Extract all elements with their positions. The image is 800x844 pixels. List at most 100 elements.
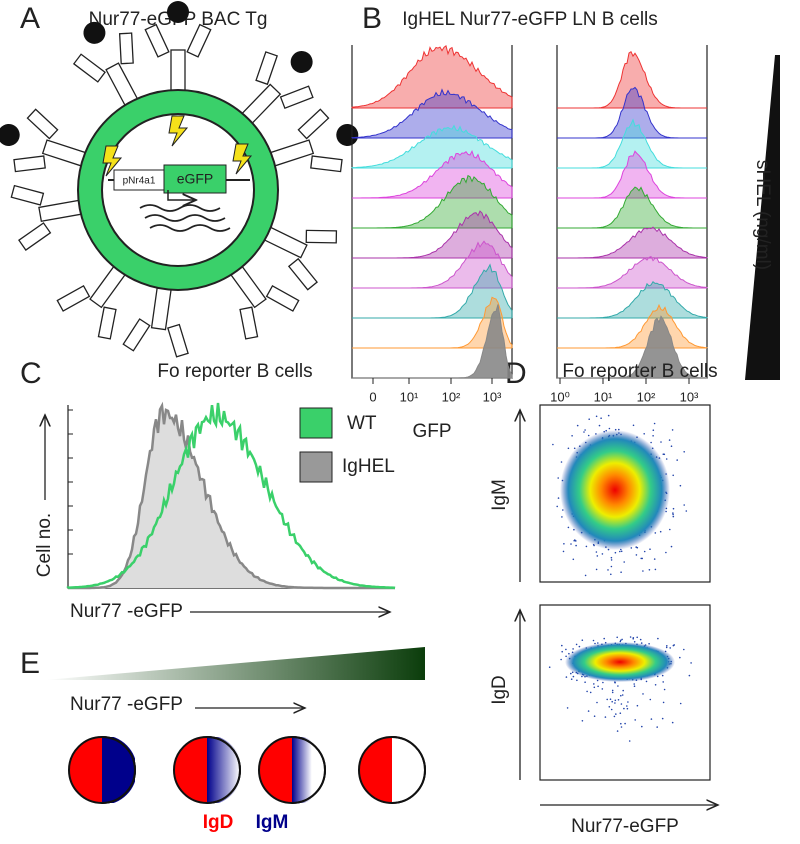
arm xyxy=(10,184,45,206)
mask xyxy=(207,735,243,805)
receptor xyxy=(72,21,140,108)
event xyxy=(663,688,666,691)
event xyxy=(584,681,586,683)
event xyxy=(660,441,662,443)
hist xyxy=(352,149,513,199)
label: B xyxy=(362,2,382,35)
event xyxy=(610,556,613,559)
event xyxy=(632,424,635,427)
arm xyxy=(72,53,106,83)
mrna xyxy=(139,204,221,212)
label: eGFP xyxy=(177,171,214,187)
arm xyxy=(144,23,170,58)
label: Cell no. xyxy=(34,513,55,577)
igd-half xyxy=(174,737,207,803)
event xyxy=(620,571,622,573)
mask xyxy=(102,735,138,805)
event xyxy=(679,656,681,659)
event xyxy=(587,710,590,712)
receptor xyxy=(10,184,84,251)
event xyxy=(575,643,578,646)
event xyxy=(662,453,665,456)
event xyxy=(620,639,622,642)
antigen xyxy=(167,1,189,23)
event xyxy=(641,557,643,560)
event xyxy=(616,636,618,639)
event xyxy=(628,740,631,742)
label: 10³ xyxy=(680,389,699,404)
event xyxy=(654,532,657,534)
arm xyxy=(18,222,52,251)
event xyxy=(593,686,596,689)
event xyxy=(570,678,573,680)
event xyxy=(592,639,595,642)
label: 0 xyxy=(369,389,376,404)
arm xyxy=(26,108,59,140)
event xyxy=(656,726,658,728)
event xyxy=(669,528,671,531)
event xyxy=(643,550,646,553)
event xyxy=(607,414,610,417)
bolt xyxy=(232,143,253,175)
event xyxy=(610,573,612,576)
arm xyxy=(239,306,259,340)
label: IgM xyxy=(489,479,510,511)
event xyxy=(672,644,675,647)
receptor xyxy=(268,108,359,173)
event xyxy=(584,574,587,577)
event xyxy=(635,546,637,548)
arm xyxy=(13,155,46,173)
event xyxy=(671,429,674,431)
hist xyxy=(557,118,707,169)
label: 10¹ xyxy=(400,389,419,404)
event xyxy=(621,638,623,641)
event xyxy=(563,543,565,545)
hist xyxy=(352,304,513,379)
event xyxy=(594,642,596,645)
event xyxy=(619,712,622,714)
event xyxy=(650,718,653,720)
event xyxy=(602,681,604,684)
event xyxy=(653,422,656,425)
stem xyxy=(38,199,84,222)
gradient-wedge xyxy=(745,55,780,380)
event xyxy=(598,424,601,427)
event xyxy=(603,637,605,640)
event xyxy=(662,681,664,683)
label: Nur77 -eGFP xyxy=(70,694,183,715)
event xyxy=(561,650,563,653)
event xyxy=(573,447,576,450)
arm xyxy=(56,285,91,312)
arm xyxy=(255,51,279,86)
mask xyxy=(292,735,328,805)
event xyxy=(595,568,598,571)
bolt xyxy=(102,145,123,177)
event xyxy=(669,647,671,649)
event xyxy=(672,513,674,516)
arm xyxy=(122,318,151,352)
event xyxy=(596,555,599,557)
event xyxy=(575,540,577,542)
event xyxy=(645,680,648,683)
igd-half xyxy=(69,737,102,803)
event xyxy=(567,447,570,450)
arm xyxy=(167,323,189,358)
label: IgHEL xyxy=(342,456,395,477)
event xyxy=(608,427,611,430)
event xyxy=(624,722,626,725)
hist xyxy=(352,210,513,259)
event xyxy=(570,543,572,545)
arm xyxy=(287,257,318,291)
event xyxy=(672,507,675,510)
event xyxy=(565,655,567,658)
stem xyxy=(170,49,186,93)
event xyxy=(611,691,614,694)
label: C xyxy=(20,357,42,390)
event xyxy=(617,685,619,687)
event xyxy=(627,701,629,703)
event xyxy=(652,429,655,432)
label: Fo reporter B cells xyxy=(157,361,312,382)
event xyxy=(572,675,575,678)
label: 10¹ xyxy=(594,389,613,404)
